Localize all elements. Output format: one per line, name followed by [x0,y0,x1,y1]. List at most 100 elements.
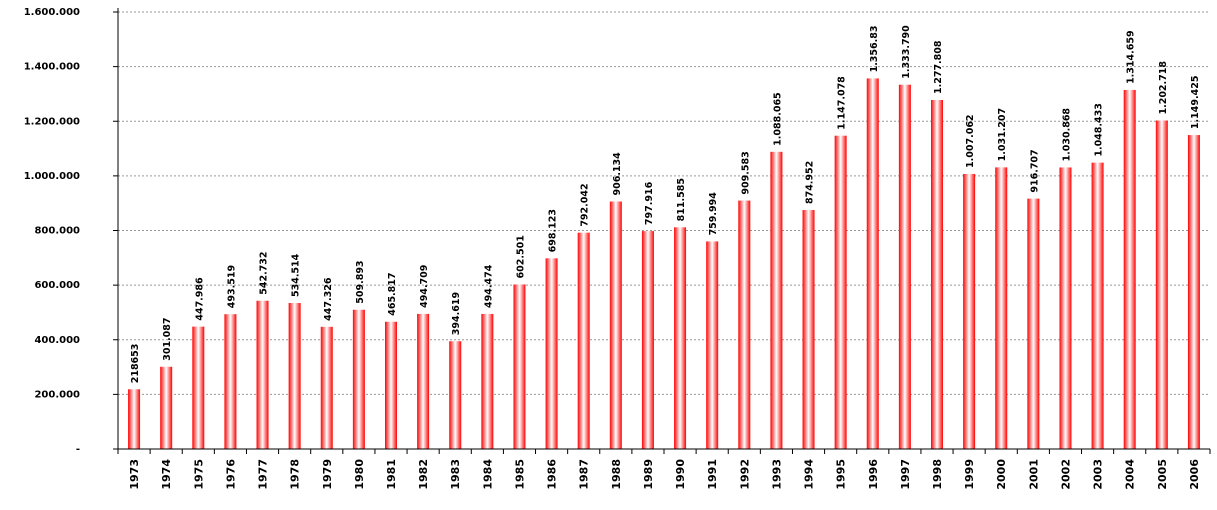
y-tick-label: 1.600.000 [24,7,80,18]
data-label: 1.088.065 [772,92,783,146]
bar [738,200,751,449]
bar [931,99,943,449]
y-tick-label: 1.200.000 [24,116,80,127]
x-tick-label: 1993 [770,459,783,490]
x-tick-label: 1983 [449,459,462,490]
data-label: 494.474 [483,264,494,308]
data-label: 542.732 [259,251,270,294]
data-label: 494.709 [419,265,430,308]
data-label: 447.986 [194,277,205,321]
y-tick-label: - [76,444,80,455]
data-label: 1.333.790 [901,25,912,79]
y-tick-label: 400.000 [34,335,80,346]
y-tick-label: 800.000 [34,226,80,237]
bar [770,151,783,449]
bar [256,300,269,449]
x-tick-label: 1991 [706,459,719,490]
x-tick-label: 2002 [1059,459,1072,490]
x-tick-label: 1978 [289,459,302,490]
data-label: 906.134 [612,152,623,196]
bar [128,389,141,449]
x-tick-label: 1974 [160,459,173,490]
bar [417,313,430,449]
data-label: 698.123 [548,209,559,252]
x-tick-label: 1995 [835,459,848,490]
x-tick-label: 2004 [1124,459,1137,490]
bar [224,314,237,449]
bar [577,232,590,449]
bar [385,321,397,449]
data-label: 1.031.207 [997,108,1008,162]
data-label: 301.087 [162,317,173,360]
x-tick-label: 1989 [642,459,655,490]
data-label: 909.583 [740,151,751,194]
x-tick-label: 1992 [738,459,751,490]
x-tick-label: 2003 [1092,459,1105,490]
data-label: 1.202.718 [1158,61,1169,115]
bar [352,309,365,449]
data-label: 1.007.062 [965,114,976,168]
data-label: 447.326 [323,277,334,321]
y-axis-ticks: - 200.000 400.000 600.000 800.000 1.000.000 1.… [24,7,118,455]
bar [834,135,847,449]
x-tick-label: 1975 [192,459,205,490]
x-tick-label: 1987 [578,459,591,490]
bar [192,326,205,449]
bar [320,326,333,449]
bar [995,167,1008,449]
bar [449,341,462,449]
x-tick-label: 1981 [385,459,398,490]
data-label: 792.042 [580,183,591,226]
data-label: 465.817 [387,272,398,315]
data-label: 1.314.659 [1126,30,1137,84]
x-tick-label: 1980 [353,459,366,490]
bar [1059,167,1072,449]
bar [898,84,911,449]
data-label: 602.501 [515,235,526,278]
data-label: 1.356.83 [869,26,880,73]
x-tick-label: 1996 [867,459,880,490]
data-label: 509.893 [355,260,366,303]
x-tick-label: 1998 [931,459,944,490]
x-tick-label: 1979 [321,459,334,490]
data-label: 797.916 [644,181,655,225]
data-label: 811.585 [676,178,687,221]
y-tick-label: 600.000 [34,280,80,291]
data-label: 534.514 [291,253,302,297]
data-label: 218653 [130,344,141,384]
data-label: 1.277.808 [933,40,944,94]
bar [963,173,976,449]
x-tick-label: 1988 [610,459,623,490]
y-tick-label: 200.000 [34,389,80,400]
x-axis-ticks: 1973 1974 1975 1976 1977 1978 1979 1980 1981 1982… [117,449,1211,490]
bar [1123,89,1136,449]
bar [609,201,622,449]
y-tick-label: 1.000.000 [24,171,80,182]
data-label: 493.519 [226,265,237,308]
data-labels: 218653 301.087 447.986 493.519 542.732 534.51… [130,25,1201,383]
x-tick-label: 1986 [546,459,559,490]
x-tick-label: 1994 [803,459,816,490]
bar [674,227,687,449]
axes [117,8,1210,450]
x-tick-label: 1973 [128,459,141,490]
data-label: 1.048.433 [1094,103,1105,157]
data-label: 916.707 [1029,149,1040,192]
data-label: 394.619 [451,292,462,335]
x-tick-label: 1982 [417,459,430,490]
x-tick-label: 2000 [995,459,1008,490]
bar [160,366,173,449]
bar [1027,198,1040,449]
bar [513,284,526,449]
gridlines [118,11,1210,395]
x-tick-label: 1976 [224,459,237,490]
bar [1155,120,1168,450]
x-tick-label: 1990 [674,459,687,490]
x-tick-label: 2001 [1027,459,1040,490]
y-tick-label: 1.400.000 [24,62,80,73]
bar [481,313,494,449]
data-label: 1.147.078 [837,76,848,130]
x-tick-label: 2005 [1156,459,1169,490]
bar [1187,135,1200,449]
x-tick-label: 1984 [481,459,494,490]
